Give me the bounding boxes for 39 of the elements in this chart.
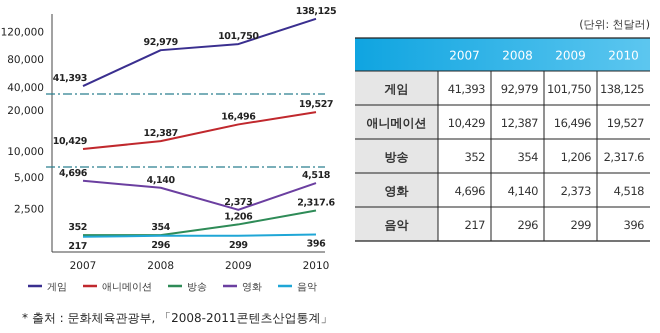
x-tick-label: 2008 [147, 260, 174, 272]
data-label: 354 [151, 222, 171, 234]
data-label: 12,387 [144, 128, 178, 140]
y-tick-label: 120,000 [0, 26, 44, 38]
data-label: 217 [68, 240, 87, 252]
data-label: 2,373 [224, 196, 252, 208]
table: 2007 2008 2009 2010 게임 41,393 92,979 101,750 138,125 애니메이션 10,429 12,387 16,496 19,527 방송 352 354 1,206 2,317.6 영화 4,696 4,140 2,373 4,518 음악 217 296 299 396 [354, 37, 650, 242]
legend-label: 음악 [297, 282, 317, 293]
data-label: 101,750 [218, 31, 260, 42]
x-tick-label: 2007 [70, 260, 96, 272]
y-tick-label: 20,000 [7, 105, 44, 118]
data-label: 296 [151, 240, 171, 251]
text: * 출처 : 문화체육관광부, 「2008-2011콘텐츠산업통계」 [22, 311, 333, 325]
data-label: 10,429 [52, 136, 87, 148]
data-label: 4,140 [146, 174, 176, 186]
y-tick-label: 80,000 [7, 54, 44, 66]
data-label: 41,393 [52, 73, 87, 84]
legend-label: 영화 [242, 282, 262, 293]
data-label: 92,979 [144, 37, 178, 48]
y-tick-label: 2,500 [14, 203, 44, 216]
data-label: 1,206 [224, 211, 254, 222]
data-label: 396 [306, 238, 326, 250]
text: (단위: 천달러) [579, 18, 650, 31]
data-label: 138,125 [296, 6, 336, 17]
data-label: 4,518 [302, 170, 331, 182]
x-tick-label: 2010 [302, 260, 330, 272]
y-tick-label: 5,000 [14, 172, 44, 184]
data-label: 16,496 [221, 111, 256, 122]
legend-label: 애니메이션 [102, 282, 152, 293]
data-label: 352 [68, 222, 87, 234]
data-label: 299 [229, 240, 248, 251]
y-tick-label: 10,000 [7, 146, 44, 158]
x-tick-label: 2009 [224, 260, 252, 272]
data-label: 2,317.6 [297, 198, 336, 209]
data-label: 4,696 [58, 168, 88, 179]
y-tick-label: 40,000 [7, 82, 44, 94]
legend-label: 게임 [47, 282, 67, 293]
data-label: 19,527 [298, 99, 334, 110]
legend-label: 방송 [187, 282, 207, 293]
